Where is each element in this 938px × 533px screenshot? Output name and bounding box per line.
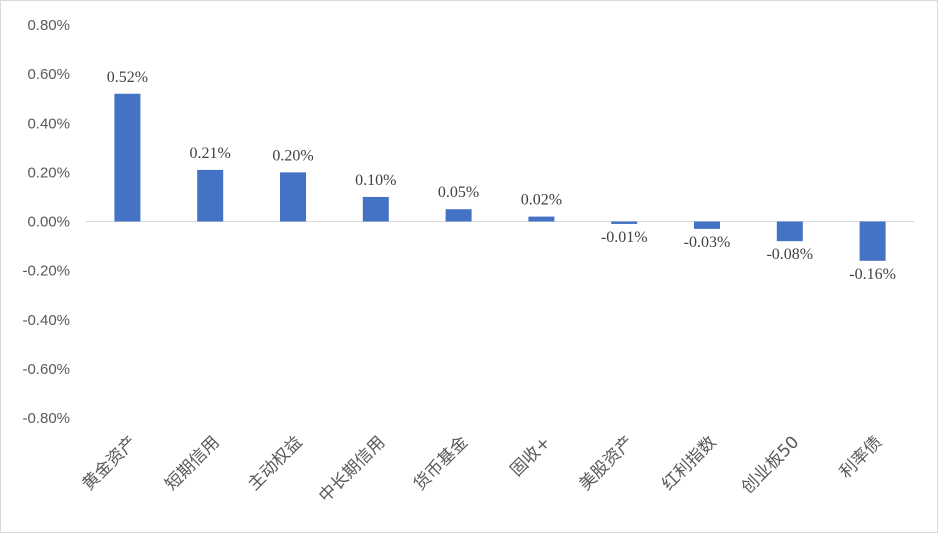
category-label: 利率债: [836, 432, 886, 482]
category-label: 短期信用: [162, 432, 224, 494]
bar-创业板50: [776, 221, 803, 242]
bar-短期信用: [197, 169, 224, 222]
bar-利率债: [859, 221, 886, 261]
data-label: 0.21%: [190, 145, 231, 162]
bar-红利指数: [694, 221, 720, 229]
y-tick-label: -0.80%: [22, 410, 70, 427]
bar-固收+: [528, 216, 555, 222]
y-tick-label: 0.80%: [27, 17, 70, 34]
data-label: -0.08%: [766, 246, 813, 263]
category-label: 货币基金: [410, 432, 472, 494]
category-label: 红利指数: [658, 432, 720, 494]
y-tick-label: -0.60%: [22, 361, 70, 378]
data-label: 0.10%: [355, 172, 396, 189]
bar-中长期信用: [362, 196, 389, 222]
category-label: 美股资产: [576, 432, 638, 494]
bar-黄金资产: [114, 93, 141, 222]
y-tick-label: -0.40%: [22, 312, 70, 329]
category-label: 固收+: [507, 432, 555, 480]
category-label: 主动权益: [244, 432, 306, 494]
data-label: 0.52%: [107, 69, 148, 86]
y-tick-label: -0.20%: [22, 263, 70, 280]
data-label: 0.02%: [521, 192, 562, 209]
data-label: -0.03%: [684, 234, 731, 251]
category-label: 中长期信用: [315, 432, 389, 506]
category-label: 黄金资产: [79, 432, 141, 494]
bar-主动权益: [280, 172, 306, 222]
data-label: -0.16%: [849, 266, 896, 283]
data-label: 0.20%: [272, 147, 313, 164]
y-tick-label: 0.40%: [27, 115, 70, 132]
category-label: 创业板50: [738, 432, 804, 498]
bar-货币基金: [445, 209, 472, 222]
y-tick-label: 0.60%: [27, 66, 70, 83]
data-label: -0.01%: [601, 229, 648, 246]
data-label: 0.05%: [438, 184, 479, 201]
bar-美股资产: [611, 221, 638, 224]
y-tick-label: 0.20%: [27, 164, 70, 181]
y-tick-label: 0.00%: [27, 214, 70, 231]
